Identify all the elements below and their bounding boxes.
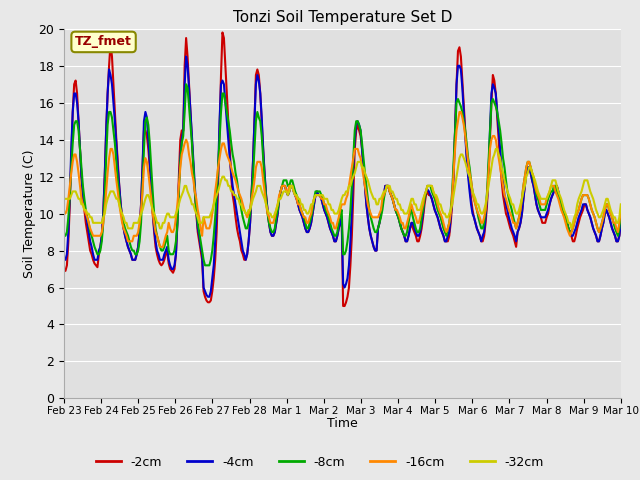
Text: TZ_fmet: TZ_fmet [75,36,132,48]
Y-axis label: Soil Temperature (C): Soil Temperature (C) [22,149,36,278]
Legend: -2cm, -4cm, -8cm, -16cm, -32cm: -2cm, -4cm, -8cm, -16cm, -32cm [91,451,549,474]
X-axis label: Time: Time [327,418,358,431]
Title: Tonzi Soil Temperature Set D: Tonzi Soil Temperature Set D [233,10,452,25]
